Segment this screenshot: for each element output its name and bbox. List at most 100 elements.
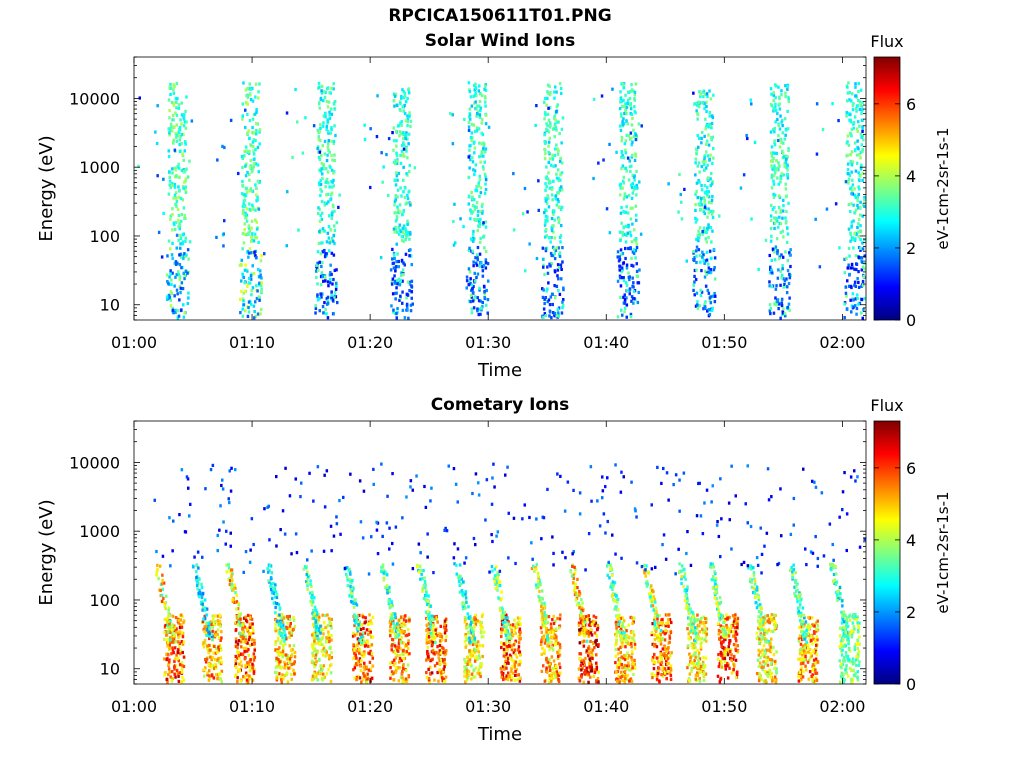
flux-cell — [157, 577, 160, 581]
flux-cell — [710, 182, 714, 186]
flux-cell — [182, 664, 186, 669]
flux-cell — [785, 157, 788, 161]
flux-cell — [622, 156, 626, 160]
flux-cell — [483, 290, 486, 294]
flux-cell — [240, 645, 243, 649]
flux-cell — [330, 112, 334, 116]
flux-cell — [321, 275, 324, 279]
flux-cell — [477, 668, 481, 672]
flux-cell — [850, 134, 853, 138]
flux-cell — [478, 225, 481, 229]
flux-cell — [280, 616, 283, 620]
flux-cell — [462, 225, 465, 229]
flux-cell — [857, 230, 860, 234]
flux-cell — [236, 680, 239, 684]
flux-cell — [484, 187, 488, 192]
flux-cell — [282, 623, 285, 627]
flux-cell — [395, 129, 398, 133]
flux-cell — [181, 664, 184, 668]
flux-cell — [703, 92, 707, 97]
flux-cell — [234, 659, 237, 663]
flux-cell — [288, 624, 292, 628]
flux-cell — [360, 651, 364, 655]
flux-cell — [439, 633, 443, 637]
flux-cell — [257, 295, 261, 299]
flux-cell — [396, 252, 399, 256]
flux-cell — [293, 624, 297, 629]
flux-cell — [247, 310, 251, 314]
flux-cell — [543, 301, 546, 306]
flux-cell — [634, 82, 638, 86]
flux-cell — [214, 666, 218, 670]
flux-cell — [171, 637, 175, 641]
flux-cell — [474, 641, 477, 645]
flux-cell — [274, 590, 278, 594]
flux-cell — [174, 260, 178, 264]
flux-cell — [242, 570, 245, 574]
flux-cell — [749, 98, 752, 102]
flux-cell — [169, 247, 172, 251]
flux-cell — [281, 635, 284, 639]
flux-cell — [550, 193, 554, 197]
flux-cell — [628, 292, 631, 296]
flux-cell — [470, 649, 474, 653]
flux-cell — [777, 194, 781, 198]
flux-cell — [245, 190, 249, 194]
flux-cell — [703, 162, 706, 166]
flux-cell — [241, 114, 244, 118]
flux-cell — [328, 640, 331, 644]
flux-cell — [707, 200, 711, 204]
flux-cell — [332, 239, 335, 243]
flux-cell — [173, 185, 177, 189]
flux-cell — [475, 126, 479, 130]
flux-cell — [183, 277, 186, 281]
flux-cell — [480, 308, 483, 312]
flux-cell — [634, 249, 638, 253]
flux-cell — [289, 648, 293, 652]
flux-cell — [700, 136, 703, 140]
flux-cell — [286, 671, 289, 675]
flux-cell — [183, 216, 186, 221]
flux-cell — [469, 655, 473, 659]
flux-cell — [469, 95, 473, 99]
flux-cell — [616, 255, 619, 259]
flux-cell — [592, 97, 596, 101]
flux-cell — [323, 301, 326, 305]
flux-cell — [478, 178, 482, 182]
flux-cell — [395, 139, 398, 143]
flux-cell — [627, 275, 631, 279]
flux-cell — [319, 169, 323, 173]
flux-cell — [161, 573, 164, 577]
flux-cell — [463, 665, 466, 669]
flux-cell — [470, 630, 474, 634]
flux-cell — [174, 275, 177, 279]
flux-cell — [548, 314, 551, 318]
flux-cell — [322, 249, 326, 253]
flux-cell — [394, 281, 397, 285]
flux-cell — [358, 479, 362, 483]
flux-cell — [452, 219, 455, 224]
flux-cell — [324, 90, 327, 95]
flux-cell — [184, 109, 187, 113]
flux-cell — [855, 196, 859, 200]
flux-cell — [499, 666, 503, 671]
flux-cell — [278, 630, 281, 634]
flux-cell — [349, 472, 352, 476]
flux-cell — [328, 654, 331, 658]
flux-cell — [162, 596, 165, 601]
flux-cell — [315, 675, 318, 679]
flux-cell — [394, 661, 397, 665]
flux-cell — [472, 239, 475, 243]
flux-cell — [467, 120, 471, 124]
flux-cell — [853, 231, 856, 236]
flux-cell — [258, 275, 262, 279]
flux-cell — [171, 228, 174, 232]
flux-cell — [406, 652, 410, 656]
flux-cell — [863, 267, 866, 271]
flux-cell — [248, 189, 251, 193]
flux-cell — [280, 618, 284, 622]
flux-cell — [624, 109, 627, 113]
flux-cell — [634, 152, 637, 156]
flux-cell — [222, 232, 225, 236]
flux-cell — [778, 255, 781, 259]
